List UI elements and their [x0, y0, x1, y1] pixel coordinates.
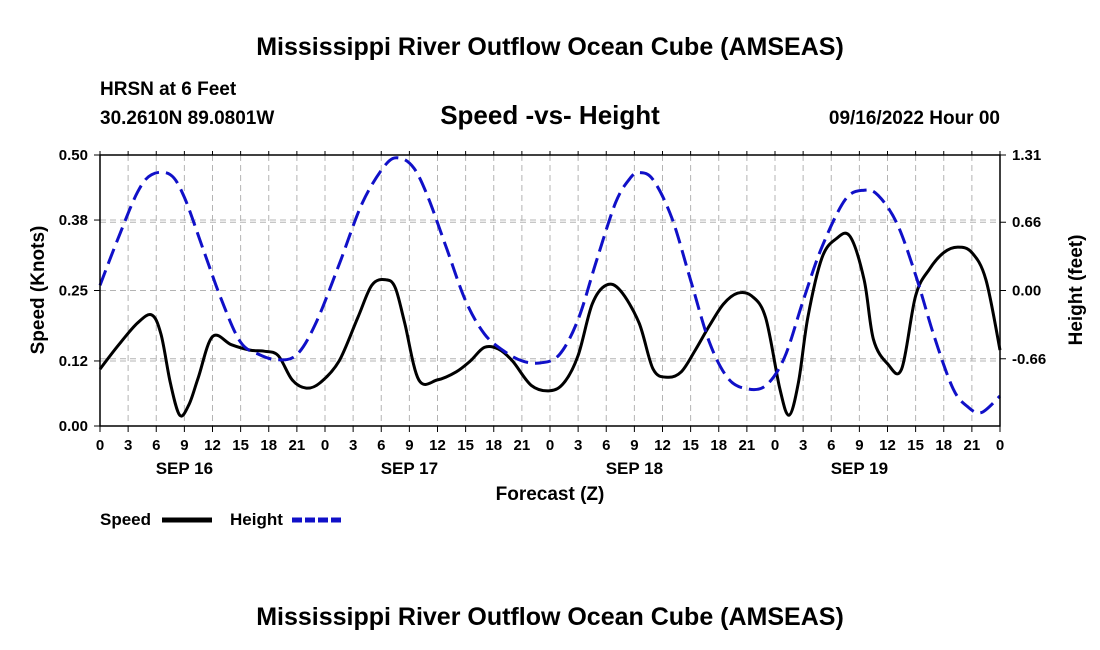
date-label: SEP 19	[831, 459, 888, 478]
x-tick-label: 9	[405, 437, 413, 454]
date-label: SEP 16	[156, 459, 213, 478]
date-label: SEP 18	[606, 459, 663, 478]
x-tick-label: 12	[204, 437, 221, 454]
x-tick-label: 15	[457, 437, 474, 454]
station-label: HRSN at 6 Feet	[100, 79, 237, 100]
x-tick-label: 0	[96, 437, 104, 454]
x-tick-label: 6	[827, 437, 835, 454]
x-tick-label: 21	[964, 437, 981, 454]
y2-tick-label: -0.66	[1012, 351, 1046, 368]
x-tick-label: 9	[180, 437, 188, 454]
legend: Speed Height	[100, 510, 342, 529]
x-tick-label: 18	[485, 437, 502, 454]
x-tick-label: 6	[377, 437, 385, 454]
x-tick-label: 15	[907, 437, 924, 454]
x-tick-label: 0	[996, 437, 1004, 454]
x-tick-label: 15	[682, 437, 699, 454]
x-tick-label: 3	[349, 437, 357, 454]
y-axis-label: Speed (Knots)	[28, 226, 49, 355]
y-tick-label: 0.25	[59, 283, 88, 300]
forecast-date: 09/16/2022 Hour 00	[829, 108, 1000, 129]
x-tick-label: 12	[429, 437, 446, 454]
coordinates-label: 30.2610N 89.0801W	[100, 108, 274, 129]
x-tick-label: 12	[879, 437, 896, 454]
x-tick-label: 3	[124, 437, 132, 454]
x-tick-label: 6	[152, 437, 160, 454]
x-tick-label: 3	[799, 437, 807, 454]
legend-height-label: Height	[230, 510, 283, 529]
main-title: Mississippi River Outflow Ocean Cube (AM…	[256, 33, 844, 61]
x-tick-label: 0	[771, 437, 779, 454]
series-lines	[98, 156, 1002, 418]
chart-title: Speed -vs- Height	[440, 100, 660, 130]
legend-speed-label: Speed	[100, 510, 151, 529]
y-tick-label: 0.00	[59, 418, 88, 435]
grid-lines	[100, 155, 1000, 426]
y2-tick-label: 0.00	[1012, 283, 1041, 300]
y2-tick-label: 1.31	[1012, 147, 1041, 164]
y-tick-label: 0.38	[59, 212, 88, 229]
x-tick-label: 18	[935, 437, 952, 454]
date-label: SEP 17	[381, 459, 438, 478]
x-tick-label: 0	[321, 437, 329, 454]
x-tick-label: 18	[710, 437, 727, 454]
y2-tick-label: 0.66	[1012, 214, 1041, 231]
x-tick-label: 6	[602, 437, 610, 454]
x-axis-label: Forecast (Z)	[496, 484, 605, 505]
bottom-title: Mississippi River Outflow Ocean Cube (AM…	[256, 603, 844, 631]
axis-ticks: 0 3 6 9 12 15 18 21 0 3 6 9 12 15 18 21 0 3 6 9 12 15 18 21 0 3 6 9…	[59, 147, 1046, 478]
y-tick-label: 0.50	[59, 147, 88, 164]
x-tick-label: 12	[654, 437, 671, 454]
x-tick-label: 15	[232, 437, 249, 454]
x-tick-label: 21	[739, 437, 756, 454]
height-series-line	[98, 156, 1002, 415]
x-tick-label: 9	[855, 437, 863, 454]
x-tick-label: 21	[514, 437, 531, 454]
y2-axis-label: Height (feet)	[1066, 235, 1087, 346]
x-tick-label: 0	[546, 437, 554, 454]
y-tick-label: 0.12	[59, 353, 88, 370]
x-tick-label: 18	[260, 437, 277, 454]
x-tick-label: 9	[630, 437, 638, 454]
x-tick-label: 3	[574, 437, 582, 454]
x-tick-label: 21	[289, 437, 306, 454]
